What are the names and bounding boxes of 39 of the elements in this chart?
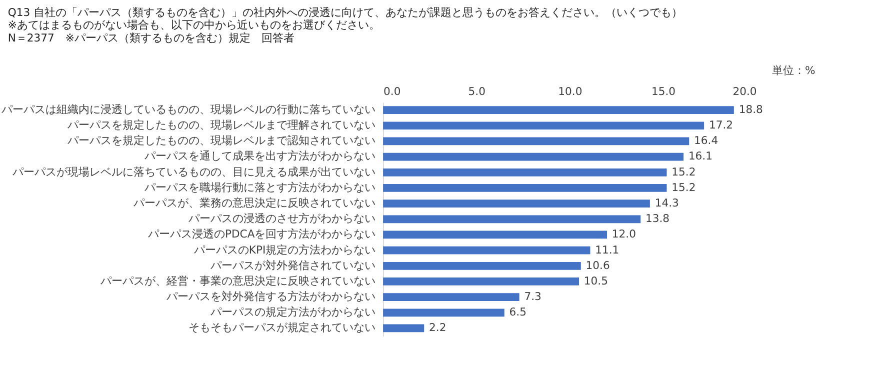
y-tick-label: パーパスが、経営・事業の意思決定に反映されていない (100, 274, 376, 288)
data-label: 10.5 (584, 274, 608, 288)
text: N＝2377 ※パーパス（類するものを含む）規定 回答者 (8, 31, 294, 44)
data-label: 16.4 (694, 134, 718, 148)
x-tick-label: 20.0 (732, 84, 757, 98)
data-label: 11.1 (595, 243, 620, 256)
data-label: 10.6 (586, 258, 610, 272)
data-label: 12.0 (612, 228, 636, 241)
x-tick-label: 15.0 (651, 84, 676, 98)
text: ※あてはまるものがない場合も、以下の中から近いものをお選びください。 (8, 18, 380, 32)
chart-title: Q13 自社の「パーパス（類するものを含む）」の社内外への浸透に向けて、あなたが課題と思うものをお答えください。（いくつでも） (8, 6, 683, 19)
x-tick-label: 5.0 (468, 84, 486, 98)
y-tick-label: パーパスを規定したものの、現場レベルまで認知されていない (66, 134, 376, 148)
y-tick-label: パーパスを規定したものの、現場レベルまで理解されていない (66, 118, 376, 132)
y-tick-label: パーパスを通して成果を出す方法がわからない (144, 150, 376, 163)
y-tick-label: パーパスは組織内に浸透しているものの、現場レベルの行動に落ちていない (0, 102, 376, 116)
x-tick-label: 0.0 (384, 84, 401, 98)
y-tick-label: パーパスが対外発信されていない (210, 258, 376, 272)
y-tick-label: パーパスを対外発信する方法がわからない (166, 290, 376, 304)
y-tick-label: パーパスのKPI規定の方法わからない (192, 243, 376, 256)
data-label: 6.5 (509, 306, 526, 319)
data-label: 16.1 (688, 150, 712, 163)
data-label: 17.2 (708, 118, 734, 132)
y-tick-label: パーパスが現場レベルに落ちているものの、目に見える成果が出ていない (12, 165, 376, 178)
x-tick-label: 10.0 (558, 84, 582, 98)
data-label: 15.2 (672, 180, 696, 194)
data-label: 2.2 (429, 321, 446, 334)
y-tick-label: パーパスが、業務の意思決定に反映されていない (132, 196, 376, 210)
y-tick-label: そもそもパーパスが規定されていない (188, 321, 376, 334)
text: 単位：% (772, 64, 816, 77)
data-label: 7.3 (524, 290, 542, 304)
data-label: 14.3 (654, 196, 679, 210)
data-label: 15.2 (672, 165, 696, 178)
data-label: 18.8 (738, 102, 763, 116)
y-tick-label: パーパス浸透のPDCAを回す方法がわからない (146, 228, 376, 241)
y-tick-label: パーパスの規定方法がわからない (210, 306, 376, 319)
data-label: 13.8 (646, 212, 670, 226)
y-tick-label: パーパスを職場行動に落とす方法がわからない (144, 180, 376, 194)
y-tick-label: パーパスの浸透のさせ方がわからない (188, 212, 376, 226)
